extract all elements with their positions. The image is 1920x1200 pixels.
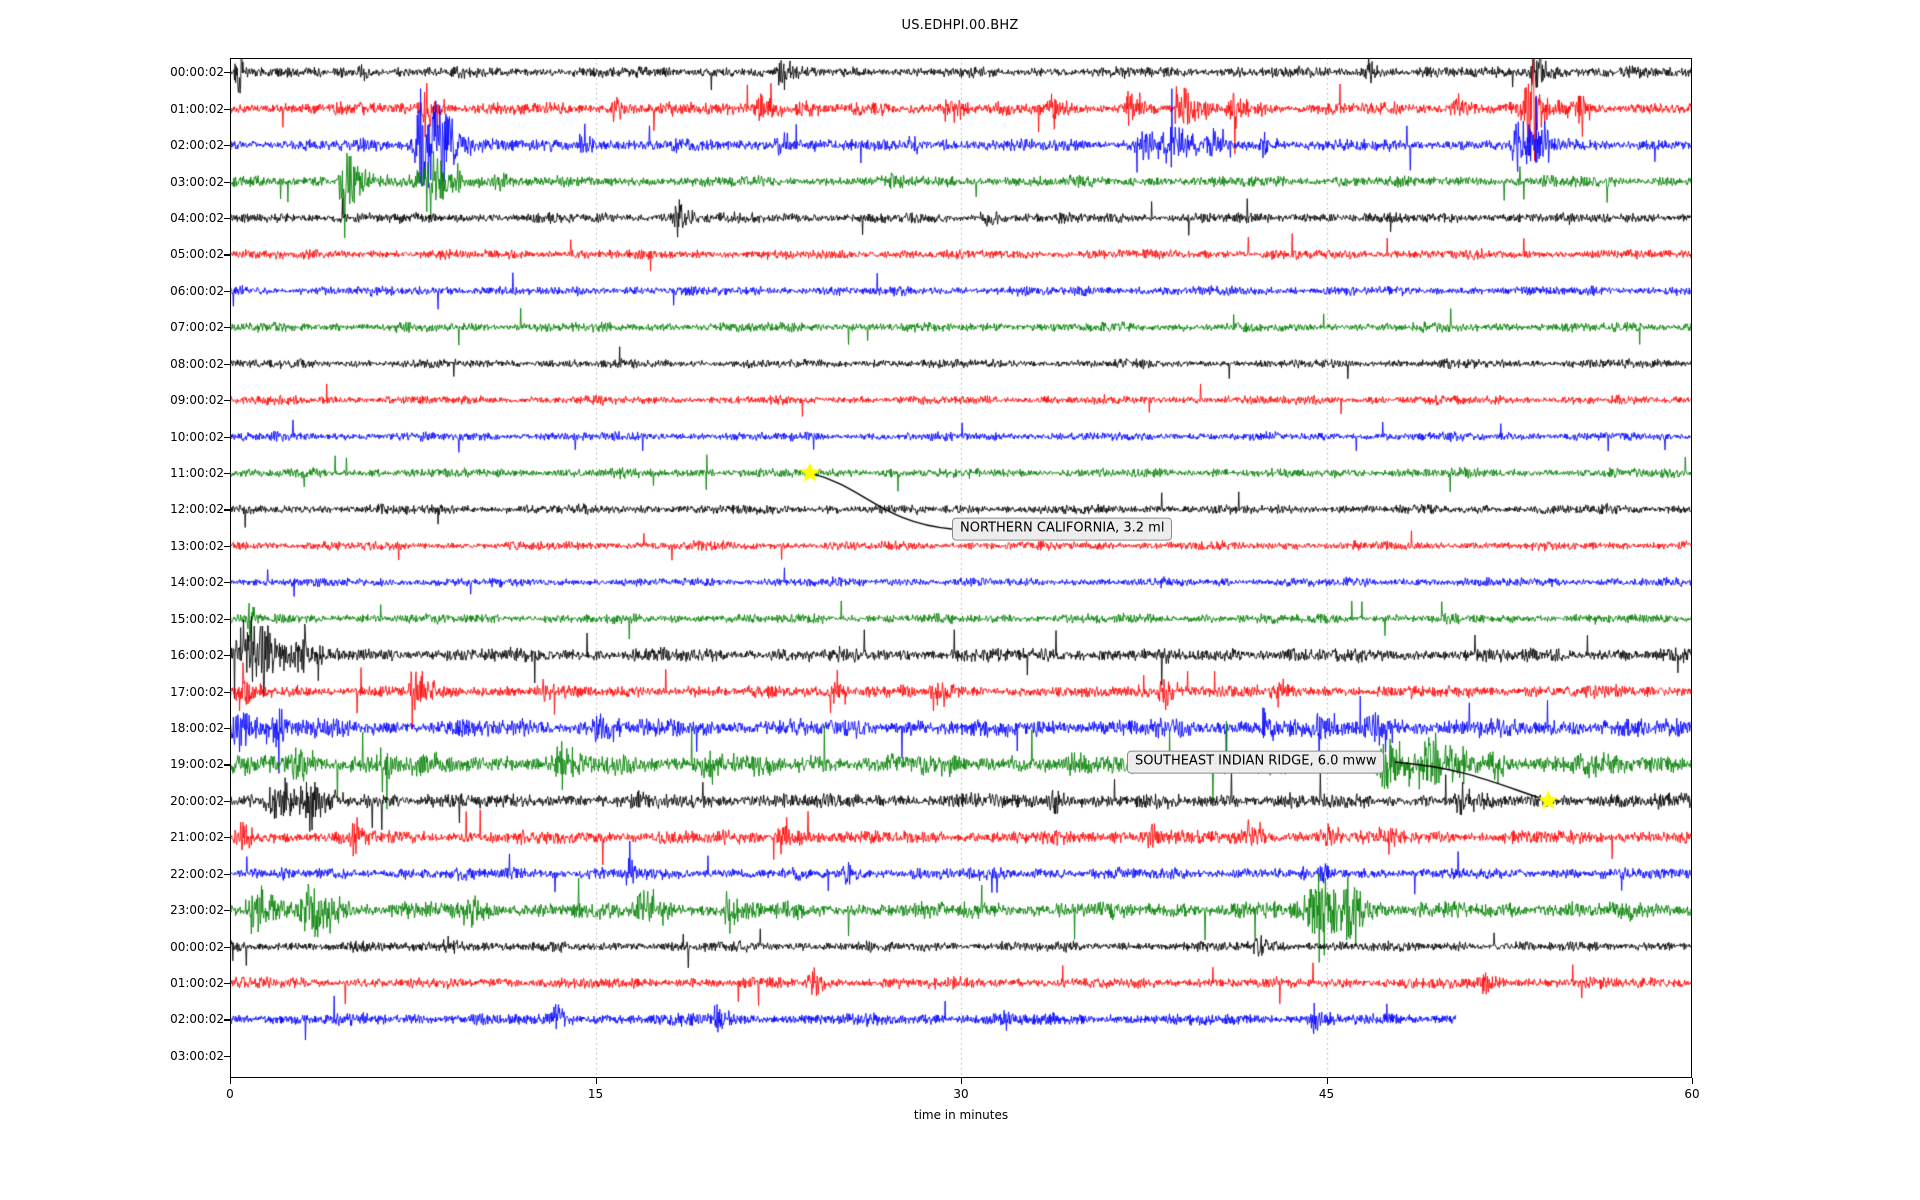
y-axis-tick-label: 00:00:02 [170, 65, 224, 80]
y-axis-tick-mark [224, 618, 230, 620]
annotation-southeast-indian-ridge[interactable]: SOUTHEAST INDIAN RIDGE, 6.0 mww [1127, 750, 1385, 774]
y-axis-tick-label: 03:00:02 [170, 1048, 224, 1063]
y-axis-tick-label: 18:00:02 [170, 720, 224, 735]
y-axis-tick-label: 19:00:02 [170, 757, 224, 772]
y-axis-tick-label: 21:00:02 [170, 830, 224, 845]
annotation-northern-california[interactable]: NORTHERN CALIFORNIA, 3.2 ml [952, 517, 1173, 541]
page-title: US.EDHPI.00.BHZ [901, 18, 1019, 33]
x-axis-tick-label: 15 [587, 1087, 604, 1101]
y-axis-tick-mark [224, 290, 230, 292]
x-axis-tick-mark [230, 1078, 232, 1084]
y-axis-tick-mark [224, 181, 230, 183]
y-axis-tick-mark [224, 217, 230, 220]
x-axis-tick-label: 60 [1684, 1087, 1700, 1101]
x-axis-tick-label: 0 [226, 1087, 234, 1101]
y-axis-tick-mark [224, 72, 230, 74]
x-axis-label: time in minutes [913, 1108, 1009, 1122]
y-axis-tick-label: 06:00:02 [170, 283, 224, 298]
y-axis-tick-mark [224, 400, 230, 402]
y-axis-tick-mark [224, 582, 230, 584]
y-axis-tick-mark [224, 254, 230, 256]
y-axis-tick-mark [224, 873, 230, 875]
y-axis-tick-mark [224, 764, 230, 766]
y-axis-tick-mark [224, 327, 230, 329]
y-axis-tick-mark [224, 145, 230, 147]
x-axis-tick-mark [1692, 1078, 1694, 1084]
y-axis-tick-label: 10:00:02 [170, 429, 224, 444]
y-axis-tick-label: 13:00:02 [170, 538, 224, 553]
y-axis-tick-mark [224, 837, 230, 839]
y-axis-tick-mark [224, 545, 230, 547]
y-axis-tick-label: 01:00:02 [170, 101, 224, 116]
y-axis-tick-mark [224, 363, 230, 365]
y-axis-tick-mark [224, 655, 230, 657]
axes-frame [230, 58, 1692, 1078]
y-axis-tick-label: 02:00:02 [170, 1012, 224, 1027]
y-axis-tick-label: 14:00:02 [170, 575, 224, 590]
x-axis-tick-mark [961, 1078, 963, 1084]
y-axis-tick-label: 02:00:02 [170, 138, 224, 153]
y-axis-tick-mark [224, 108, 230, 110]
y-axis-tick-mark [224, 727, 230, 730]
y-axis-tick-label: 22:00:02 [170, 866, 224, 881]
y-axis-tick-mark [224, 436, 230, 438]
x-axis-tick-label: 30 [953, 1087, 969, 1101]
x-axis-tick-mark [595, 1078, 597, 1084]
y-axis-tick-mark [224, 472, 230, 475]
y-axis-tick-labels: 00:00:02 01:00:02 02:00:02 03:00:02 04:00:02… [128, 58, 224, 1078]
y-axis-tick-label: 07:00:02 [170, 320, 224, 335]
y-axis-tick-label: 04:00:02 [170, 210, 224, 225]
y-axis-tick-label: 08:00:02 [170, 356, 224, 371]
y-axis-tick-label: 20:00:02 [170, 793, 224, 808]
y-axis-tick-label: 17:00:02 [170, 684, 224, 699]
x-axis-tick-label: 45 [1318, 1087, 1335, 1101]
y-axis-tick-label: 00:00:02 [170, 939, 224, 954]
y-axis-tick-mark [224, 982, 230, 985]
y-axis-tick-label: 11:00:02 [170, 465, 224, 480]
y-axis-tick-mark [224, 691, 230, 693]
y-axis-tick-label: 05:00:02 [170, 247, 224, 262]
y-axis-tick-label: 16:00:02 [170, 648, 224, 663]
y-axis-tick-label: 23:00:02 [170, 903, 224, 918]
y-axis-tick-label: 15:00:02 [170, 611, 224, 626]
y-axis-tick-mark [224, 910, 230, 912]
y-axis-tick-label: 09:00:02 [170, 393, 224, 408]
y-axis-tick-label: 12:00:02 [170, 502, 224, 517]
y-axis-tick-label: 03:00:02 [170, 174, 224, 189]
y-axis-tick-mark [224, 1055, 230, 1057]
x-axis-tick-mark [1326, 1078, 1328, 1084]
seismogram-canvas [230, 58, 1692, 1078]
y-axis-tick-mark [224, 1019, 230, 1021]
y-axis-tick-label: 01:00:02 [170, 975, 224, 990]
y-axis-tick-mark [224, 509, 230, 511]
y-axis-tick-mark [224, 800, 230, 802]
y-axis-tick-mark [224, 946, 230, 948]
